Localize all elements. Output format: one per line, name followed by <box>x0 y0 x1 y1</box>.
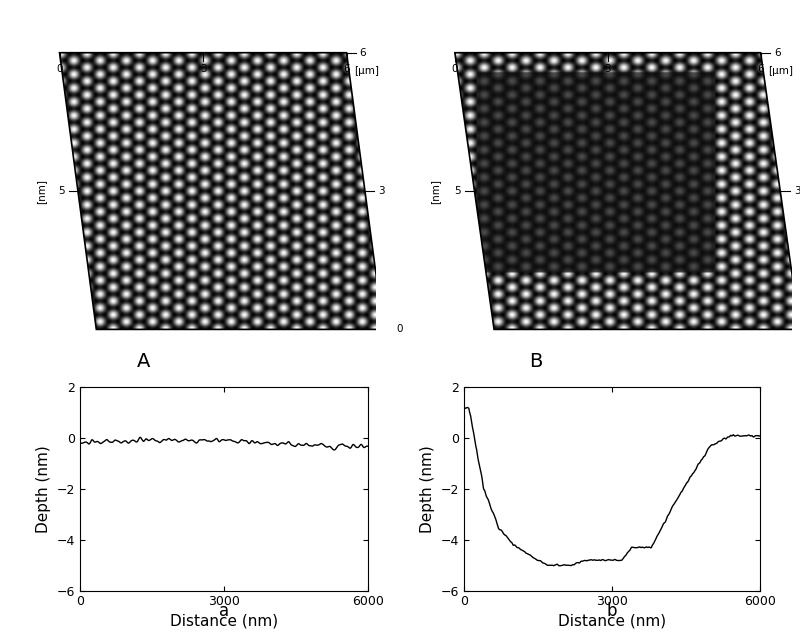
Text: [nm]: [nm] <box>430 178 440 204</box>
Text: [μm]: [μm] <box>769 66 794 76</box>
Text: 3: 3 <box>605 64 611 74</box>
X-axis label: Distance (nm): Distance (nm) <box>558 614 666 629</box>
Text: 0: 0 <box>452 64 458 74</box>
Text: A: A <box>138 352 150 371</box>
Text: 6: 6 <box>359 48 366 58</box>
Text: b: b <box>606 602 618 620</box>
Text: 5: 5 <box>58 186 65 196</box>
Y-axis label: Depth (nm): Depth (nm) <box>36 445 51 533</box>
Text: 6: 6 <box>343 64 350 74</box>
Text: 6: 6 <box>758 64 764 74</box>
Text: [nm]: [nm] <box>36 178 46 204</box>
Text: a: a <box>219 602 229 620</box>
Text: 0: 0 <box>56 64 62 74</box>
Y-axis label: Depth (nm): Depth (nm) <box>420 445 435 533</box>
Text: 3: 3 <box>200 64 206 74</box>
Text: 5: 5 <box>454 186 461 196</box>
Text: 0: 0 <box>396 324 402 335</box>
Text: 3: 3 <box>794 186 800 196</box>
X-axis label: Distance (nm): Distance (nm) <box>170 614 278 629</box>
Text: [μm]: [μm] <box>354 66 379 76</box>
Text: 6: 6 <box>774 48 781 58</box>
Text: 3: 3 <box>378 186 385 196</box>
Text: B: B <box>530 352 542 371</box>
